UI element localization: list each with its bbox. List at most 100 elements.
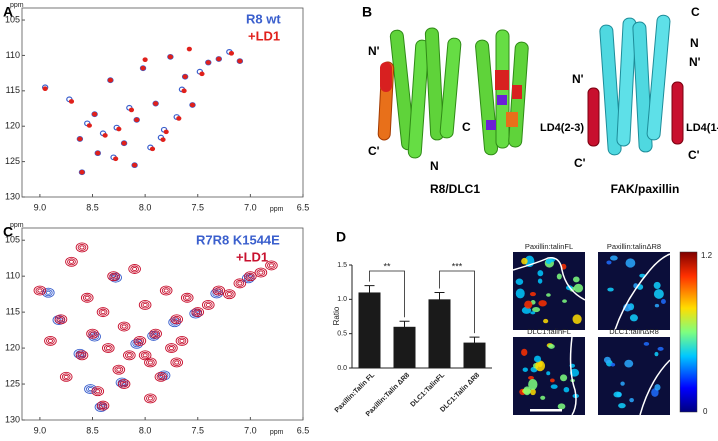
contour — [98, 308, 108, 316]
contour — [265, 260, 278, 271]
y-tick-label: 0.0 — [337, 365, 347, 372]
contour — [161, 287, 171, 295]
contour — [216, 288, 222, 293]
peak — [154, 371, 168, 382]
y-axis-label: ppm — [10, 222, 24, 229]
micrograph-title: DLC1:talinFL — [527, 327, 571, 336]
spot — [550, 378, 555, 383]
spot — [660, 299, 666, 304]
terminus-label: N — [690, 36, 699, 50]
spot — [533, 355, 542, 363]
peak — [142, 57, 148, 62]
bar — [428, 299, 451, 368]
peak — [96, 400, 110, 411]
contour — [128, 264, 141, 274]
contour — [168, 346, 174, 351]
contour — [212, 285, 226, 296]
spot — [548, 344, 555, 349]
contour — [126, 353, 132, 358]
peak — [167, 54, 173, 60]
peak — [77, 136, 83, 142]
micrograph-title: Paxillin:talinFL — [525, 242, 573, 251]
peak — [180, 292, 194, 303]
contour — [214, 287, 224, 295]
contour — [121, 381, 127, 387]
contour — [93, 387, 103, 395]
peak — [65, 256, 78, 267]
terminus-label: LD4(1-4) — [686, 122, 718, 134]
micrograph-title: Paxillin:talinΔR8 — [607, 242, 661, 251]
bar — [358, 292, 381, 368]
peak — [153, 101, 159, 106]
contour — [100, 310, 106, 315]
spot — [532, 306, 541, 313]
x-tick-label: 7.5 — [191, 425, 204, 435]
contour — [146, 359, 155, 366]
contour — [137, 338, 143, 343]
colorbar-label: 1.2 — [701, 251, 713, 260]
spot — [521, 257, 528, 265]
spot — [624, 359, 634, 368]
contour — [44, 335, 57, 346]
peak — [216, 56, 222, 62]
peak — [42, 86, 48, 91]
y-tick-label: 105 — [5, 14, 20, 24]
peak — [86, 123, 92, 128]
spot — [560, 374, 568, 382]
peak — [79, 169, 85, 175]
y-tick-label: 105 — [5, 235, 20, 245]
contour — [193, 308, 203, 316]
contour — [210, 288, 224, 299]
spot — [529, 292, 536, 297]
contour — [117, 321, 131, 332]
contour — [65, 256, 78, 267]
x-tick-label: 8.0 — [139, 202, 152, 212]
x-tick-label: 8.5 — [86, 202, 99, 212]
contour — [75, 242, 89, 253]
peak — [233, 278, 247, 289]
panel-label: A — [3, 4, 13, 20]
peak — [191, 307, 205, 318]
contour — [158, 374, 164, 379]
peak — [128, 264, 141, 274]
y-tick-label: 120 — [5, 121, 20, 131]
contour — [96, 400, 110, 411]
peak — [86, 328, 99, 339]
spot — [653, 281, 661, 290]
peak — [92, 111, 98, 117]
error-bar — [469, 336, 480, 349]
y-tick-label: 110 — [6, 271, 20, 281]
error-bar — [434, 291, 445, 307]
spot — [654, 384, 661, 391]
contour — [117, 379, 131, 389]
x-tick-label: 6.5 — [297, 425, 310, 435]
spot — [563, 387, 570, 393]
peak — [121, 140, 127, 146]
contour — [168, 317, 181, 328]
peak — [91, 386, 105, 397]
peak — [116, 126, 122, 132]
spot — [610, 255, 618, 261]
plot-frame — [21, 7, 304, 198]
peak — [42, 287, 55, 298]
contour — [101, 343, 115, 354]
peak — [44, 335, 57, 346]
contour — [205, 302, 211, 307]
contour — [175, 335, 189, 346]
contour — [174, 360, 180, 365]
x-tick-label: 7.0 — [244, 425, 257, 435]
peak — [117, 321, 131, 332]
contour — [88, 331, 101, 342]
contour — [191, 307, 205, 318]
contour — [116, 367, 122, 372]
contour — [142, 302, 148, 307]
structure-fak-paxillin — [587, 14, 684, 156]
contour — [244, 271, 257, 282]
contour — [95, 389, 101, 394]
contour — [82, 294, 92, 302]
peak — [223, 289, 236, 300]
contour — [184, 295, 190, 300]
x-axis-label: ppm — [270, 206, 284, 213]
spot — [528, 378, 538, 390]
contour — [45, 290, 51, 295]
